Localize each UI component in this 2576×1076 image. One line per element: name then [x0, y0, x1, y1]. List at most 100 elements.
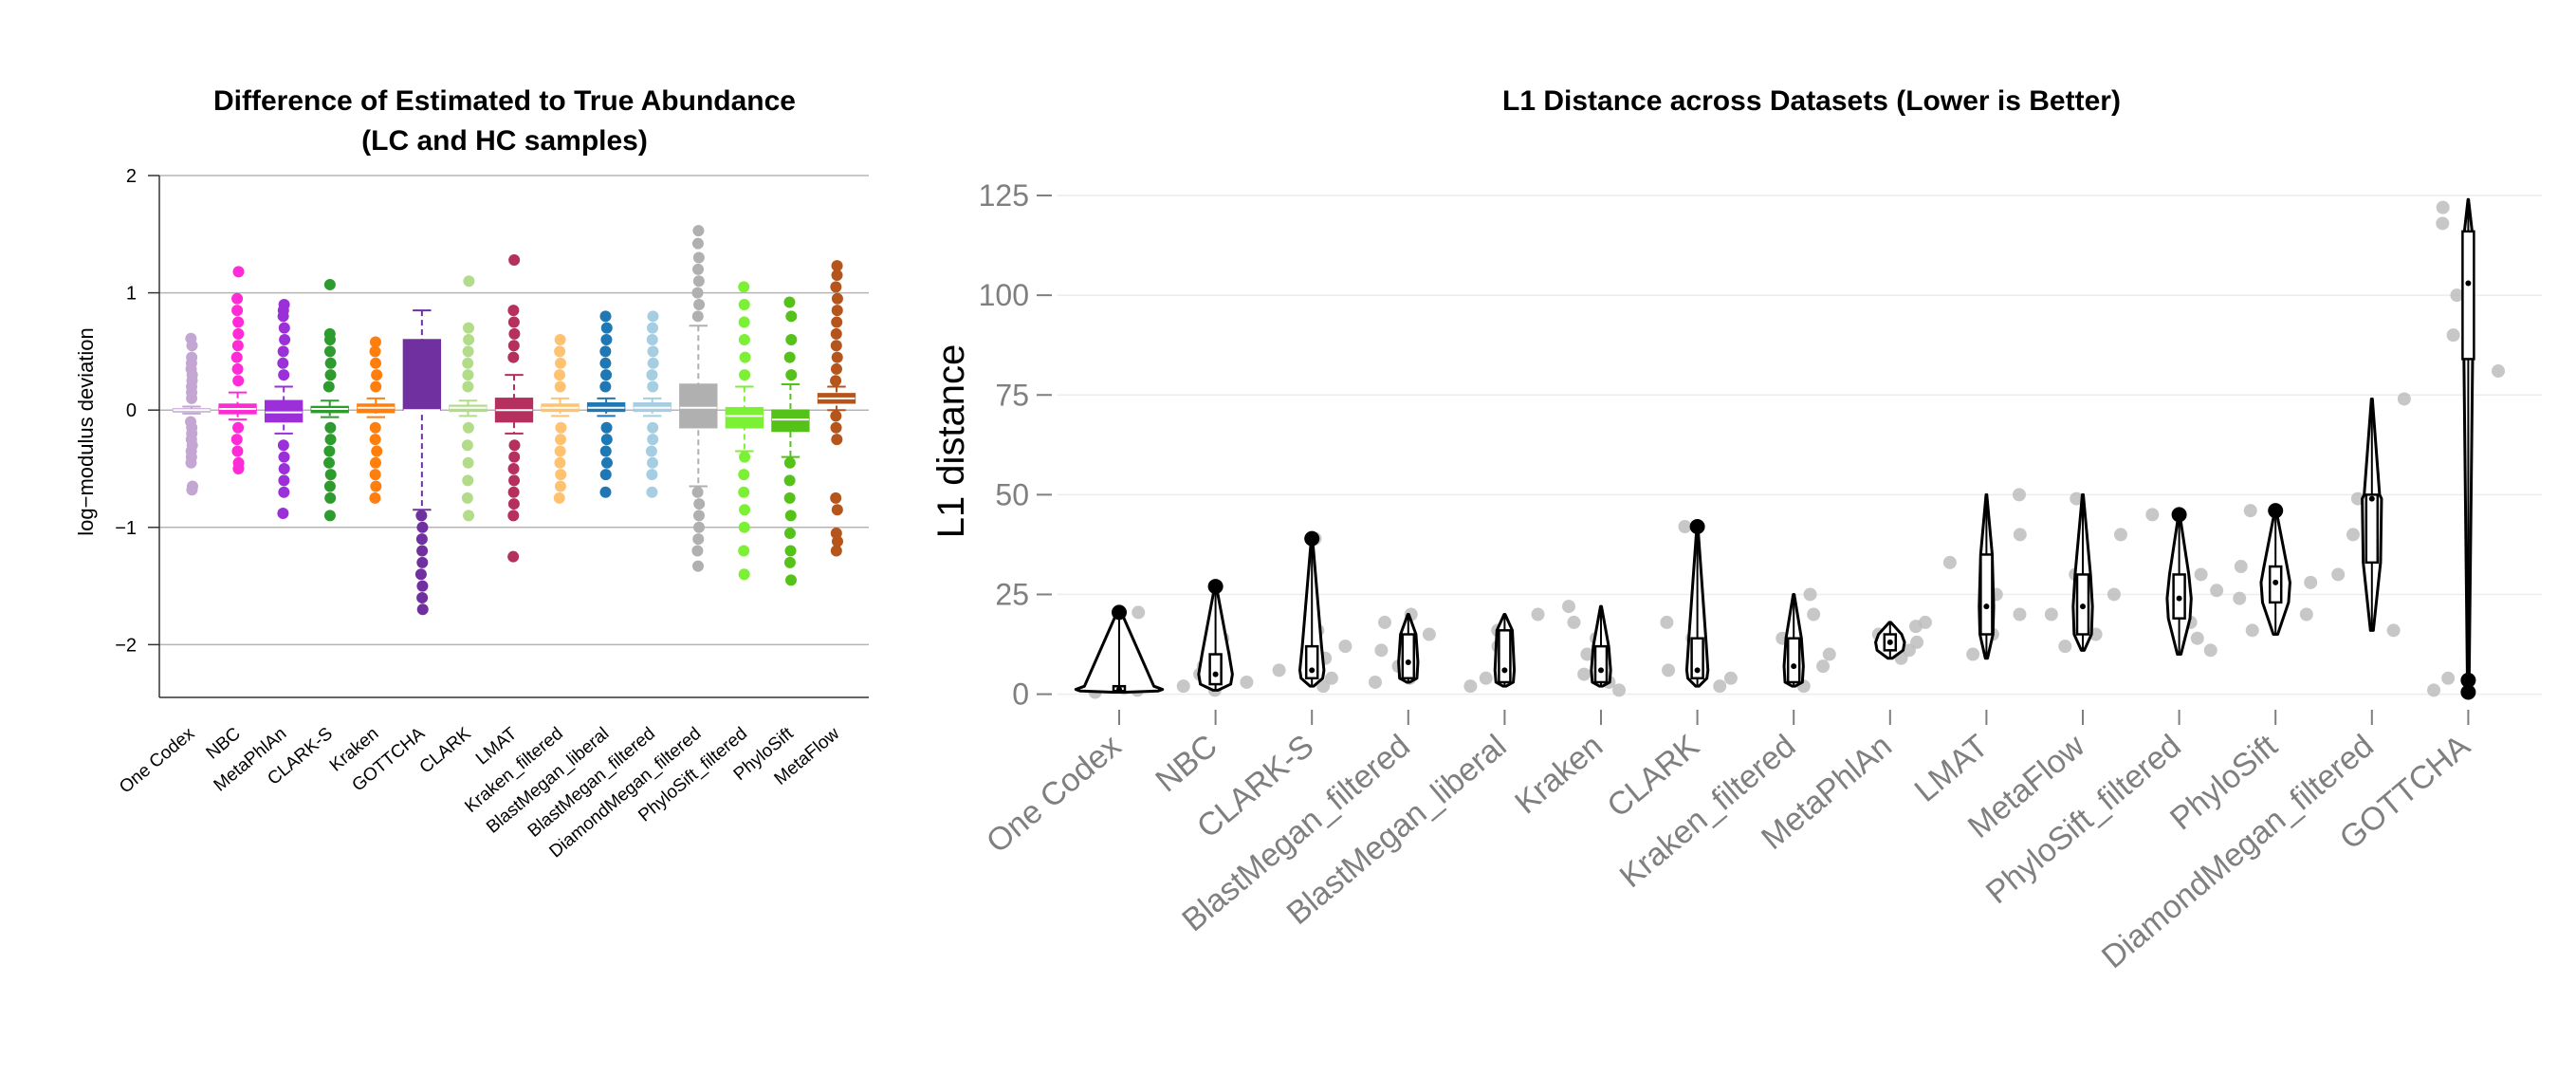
box-outlier [599, 486, 612, 498]
violin-median [1212, 671, 1219, 677]
box-outlier [416, 580, 429, 592]
right-y-tick-label: 100 [979, 278, 1029, 312]
box-outlier [600, 369, 613, 381]
violin-point [1966, 647, 1980, 661]
violin-inner-box [1498, 629, 1512, 684]
box-outlier [323, 456, 336, 469]
box-outlier [186, 484, 198, 496]
violin-point [2013, 607, 2027, 621]
box-outlier [232, 375, 245, 387]
box-outlier [369, 345, 381, 358]
box-outlier [784, 545, 797, 557]
box-outlier [230, 434, 243, 446]
box-outlier [646, 469, 658, 481]
box-body [771, 409, 810, 433]
violin-MetaPhlAn [1871, 615, 1932, 665]
violin-outlier [2460, 684, 2476, 700]
box-outlier [324, 421, 337, 434]
box-outlier [785, 310, 798, 323]
violin-point [2299, 607, 2313, 621]
violin-median [1886, 639, 1893, 645]
violin-outlier [2460, 672, 2476, 688]
box-outlier [830, 421, 842, 434]
box-outlier [554, 334, 566, 346]
box-outlier [692, 251, 705, 264]
right-y-tick-label: 50 [995, 477, 1029, 511]
box-outlier [739, 351, 751, 363]
violin-MetaFlow [2044, 492, 2127, 654]
left-y-tick-label: 1 [126, 284, 137, 305]
box-outlier [463, 322, 475, 334]
box-outlier [277, 310, 289, 323]
box-outlier [738, 486, 750, 498]
box-outlier [462, 345, 474, 358]
box-outlier [323, 510, 336, 522]
box-outlier [462, 421, 474, 434]
violin-point [2446, 328, 2460, 343]
box-outlier [231, 445, 244, 457]
box-outlier [507, 462, 520, 474]
box-outlier [647, 310, 659, 323]
box-outlier [508, 451, 521, 463]
box-outlier [693, 498, 706, 510]
box-outlier [830, 362, 842, 375]
box-outlier [508, 439, 521, 452]
box-outlier [738, 281, 750, 293]
box-outlier [278, 369, 290, 381]
violin-inner-box [1690, 637, 1704, 680]
violin-median [1405, 659, 1411, 665]
left-box-GOTTCHA [402, 309, 442, 616]
left-y-tick-label: 0 [126, 400, 137, 421]
box-outlier [599, 345, 612, 358]
violin-median [2368, 495, 2375, 502]
box-outlier [415, 533, 428, 546]
box-outlier [599, 357, 612, 369]
box-outlier [322, 380, 335, 393]
left-box-BlastMegan_liberal [586, 310, 626, 498]
left-box-NBC [218, 266, 257, 474]
violin-point [2304, 575, 2318, 589]
violin-point [1816, 659, 1831, 674]
violin-inner-box [1401, 633, 1416, 680]
box-outlier [599, 469, 612, 481]
violin-point [2386, 623, 2401, 638]
box-outlier [507, 351, 520, 363]
violin-median [2176, 595, 2182, 602]
violin-median [1983, 603, 1990, 610]
box-outlier [646, 369, 658, 381]
box-outlier [646, 334, 658, 346]
box-outlier [554, 480, 566, 492]
box-outlier [369, 336, 381, 348]
box-outlier [785, 334, 798, 346]
violin-point [2070, 492, 2084, 506]
box-outlier [555, 421, 567, 434]
box-outlier [508, 327, 521, 340]
box-body [679, 383, 718, 429]
right-y-axis-label: L1 distance [930, 344, 972, 539]
box-outlier [186, 340, 198, 352]
violin-point [1377, 615, 1391, 629]
violin-LMAT [1942, 488, 2027, 661]
box-outlier [645, 445, 657, 457]
violin-inner-box [2364, 493, 2380, 565]
box-outlier [600, 421, 613, 434]
violin-point [2012, 488, 2026, 502]
box-outlier [324, 369, 337, 381]
violin-point [1272, 663, 1286, 677]
box-outlier [830, 375, 842, 387]
violin-PhyloSift [2233, 503, 2318, 638]
left-box-MetaFlow [817, 260, 856, 557]
violin-point [2243, 504, 2257, 518]
box-outlier [277, 507, 289, 519]
violin-PhyloSift_filtered [2145, 507, 2224, 658]
box-outlier [369, 469, 381, 481]
box-body [402, 339, 442, 411]
box-outlier [230, 351, 243, 363]
box-outlier [783, 474, 796, 487]
box-outlier [232, 266, 245, 278]
box-outlier [554, 456, 566, 469]
left-box-Kraken_filtered [541, 334, 580, 504]
violin-outlier [2268, 503, 2284, 519]
violin-outlier [1304, 530, 1320, 547]
box-outlier [507, 316, 520, 328]
